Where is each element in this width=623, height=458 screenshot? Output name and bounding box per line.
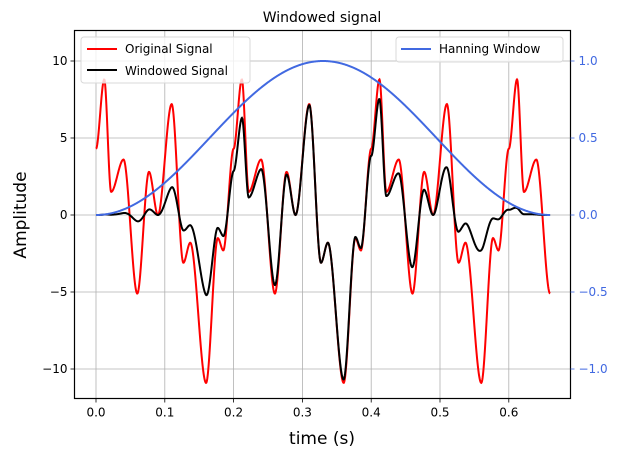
legend-label-original: Original Signal <box>125 42 213 56</box>
x-tick-label: 0.6 <box>499 406 518 420</box>
y2-tick-label: 0.5 <box>579 131 598 145</box>
series-hanning-window <box>96 60 551 216</box>
x-tick-label: 0.0 <box>86 406 105 420</box>
y2-axis-ticks: 1.0 0.5 0.0 −0.5 −1.0 <box>570 54 608 376</box>
y2-tick-label: −1.0 <box>579 362 608 376</box>
y-axis-ticks: 10 5 0 −5 −10 <box>42 54 75 376</box>
series-windowed-signal <box>96 98 551 381</box>
plot-frame <box>73 29 572 400</box>
legend-left: Original Signal Windowed Signal <box>80 36 251 84</box>
legend-right: Hanning Window <box>395 36 564 63</box>
y-tick-label: 5 <box>60 131 68 145</box>
legend-label-hanning: Hanning Window <box>439 42 540 56</box>
legend-label-windowed: Windowed Signal <box>125 64 228 78</box>
y2-tick-label: 0.0 <box>579 208 598 222</box>
grid-lines <box>74 30 571 399</box>
y-tick-label: 10 <box>52 54 67 68</box>
x-axis-label: time (s) <box>289 429 355 449</box>
x-tick-label: 0.2 <box>224 406 243 420</box>
y-tick-label: 0 <box>60 208 68 222</box>
x-axis-ticks: 0.0 0.1 0.2 0.3 0.4 0.5 0.6 <box>86 398 518 420</box>
y-tick-label: −10 <box>42 362 67 376</box>
chart-title: Windowed signal <box>263 10 382 26</box>
y-axis-label: Amplitude <box>11 171 31 258</box>
plot-series <box>95 60 551 385</box>
y2-tick-label: 1.0 <box>579 54 598 68</box>
x-tick-label: 0.3 <box>293 406 312 420</box>
series-original-signal <box>95 77 551 385</box>
y2-tick-label: −0.5 <box>579 285 608 299</box>
x-tick-label: 0.4 <box>362 406 381 420</box>
y-tick-label: −5 <box>50 285 68 299</box>
x-tick-label: 0.5 <box>430 406 449 420</box>
x-tick-label: 0.1 <box>155 406 174 420</box>
